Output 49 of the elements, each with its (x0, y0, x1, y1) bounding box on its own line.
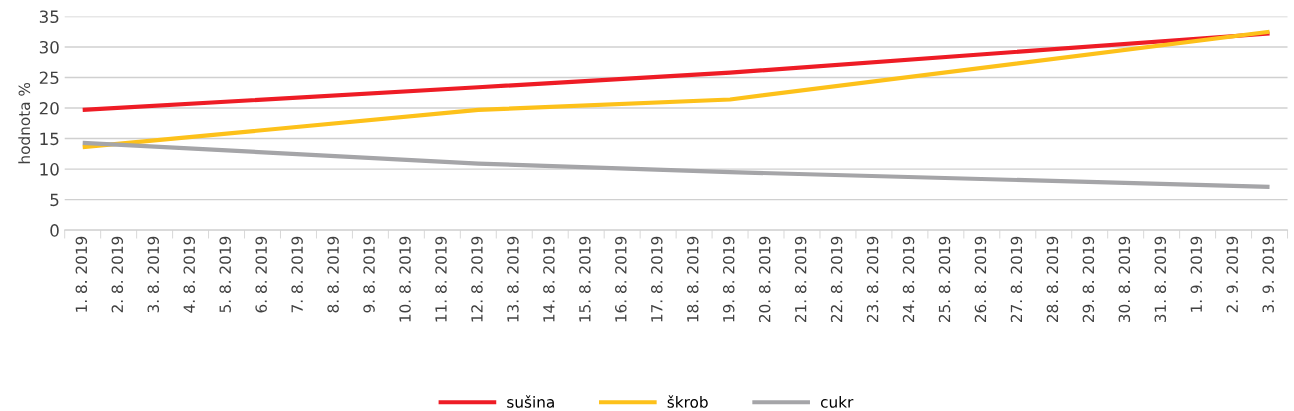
line-series (80, 29, 1272, 150)
x-tick-label: 9. 8. 2019 (363, 236, 375, 313)
x-tick-label: 24. 8. 2019 (902, 236, 915, 323)
line-series (80, 140, 1272, 189)
x-tick-label: 16. 8. 2019 (615, 236, 627, 322)
y-tick-label: 10 (40, 163, 59, 176)
x-tick-label: 8. 8. 2019 (327, 236, 339, 313)
x-tick-label: 14. 8. 2019 (543, 236, 555, 322)
y-tick-label: 5 (50, 193, 59, 207)
legend-label: škrob (667, 395, 708, 408)
y-tick-label: 20 (39, 102, 59, 115)
x-tick-label: 21. 8. 2019 (794, 236, 807, 323)
x-tick-label: 31. 8. 2019 (1154, 236, 1167, 323)
line-series (80, 31, 1272, 112)
x-tick-label: 10. 8. 2019 (399, 236, 411, 322)
x-tick-label: 12. 8. 2019 (471, 236, 483, 322)
x-tick-label: 3. 9. 2019 (1262, 236, 1274, 313)
x-tick-label: 2. 8. 2019 (111, 236, 124, 313)
x-tick-label: 1. 9. 2019 (1190, 236, 1203, 312)
y-axis-title: hodnota % (18, 82, 31, 164)
x-tick-label: 7. 8. 2019 (291, 236, 303, 313)
x-tick-label: 15. 8. 2019 (579, 236, 591, 322)
x-tick-label: 18. 8. 2019 (686, 236, 699, 322)
y-tick-label: 35 (39, 10, 59, 24)
x-tick-label: 1. 8. 2019 (75, 236, 88, 312)
x-tick-label: 2. 9. 2019 (1226, 236, 1239, 313)
x-tick-label: 23. 8. 2019 (866, 236, 879, 323)
x-tick-label: 4. 8. 2019 (183, 236, 196, 313)
x-tick-label: 28. 8. 2019 (1046, 236, 1059, 323)
x-tick-label: 27. 8. 2019 (1010, 236, 1023, 323)
x-tick-label: 17. 8. 2019 (651, 236, 663, 322)
legend-label: sušina (507, 395, 554, 408)
x-tick-label: 3. 8. 2019 (147, 236, 160, 313)
x-tick-label: 22. 8. 2019 (830, 236, 843, 323)
x-tick-label: 30. 8. 2019 (1118, 236, 1131, 323)
x-tick-label: 13. 8. 2019 (507, 236, 519, 322)
x-tick-label: 29. 8. 2019 (1082, 236, 1095, 323)
y-tick-label: 30 (39, 40, 59, 54)
x-tick-label: 11. 8. 2019 (435, 236, 447, 322)
x-tick-label: 26. 8. 2019 (974, 236, 987, 323)
y-tick-label: 0 (50, 224, 59, 237)
y-tick-label: 15 (40, 132, 59, 146)
x-tick-label: 20. 8. 2019 (758, 236, 771, 323)
y-tick-label: 25 (39, 71, 59, 85)
legend-label: cukr (820, 395, 854, 408)
x-tick-label: 6. 8. 2019 (255, 236, 267, 313)
x-tick-label: 5. 8. 2019 (219, 236, 231, 313)
x-tick-label: 25. 8. 2019 (938, 236, 951, 323)
x-tick-label: 19. 8. 2019 (722, 236, 735, 322)
